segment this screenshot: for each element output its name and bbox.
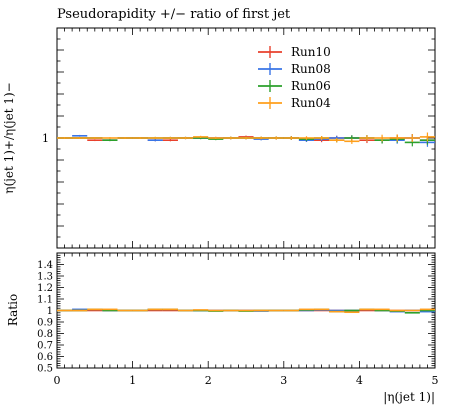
legend-label: Run08 (291, 62, 331, 76)
legend-label: Run10 (291, 45, 331, 59)
ratio-y-tick-label: 1.3 (37, 272, 53, 283)
ratio-series-run04 (57, 308, 435, 314)
ratio-ylabel: Ratio (6, 294, 20, 326)
x-tick-label: 5 (432, 374, 439, 387)
ratio-y-tick-label: 1.1 (37, 295, 53, 306)
chart-title: Pseudorapidity +/− ratio of first jet (57, 7, 291, 22)
ratio-y-tick-label: 0.7 (37, 341, 53, 352)
ratio-y-tick-label: 0.6 (37, 352, 53, 363)
x-axis-label: |η(jet 1)| (383, 390, 435, 404)
main-series-group (57, 132, 435, 147)
legend-label: Run06 (291, 79, 331, 93)
x-tick-label: 0 (54, 374, 61, 387)
main-series-run04 (57, 132, 435, 144)
ratio-y-tick-label: 1 (47, 306, 53, 317)
ratio-y-tick-label: 1.2 (37, 283, 53, 294)
legend: Run10 Run08 Run06 Run04 (258, 45, 331, 110)
ratio-axes: 0.50.60.70.80.911.11.21.31.4 (37, 252, 435, 375)
main-ylabel: η(jet 1)+/η(jet 1)− (2, 82, 16, 193)
ratio-y-tick-label: 0.5 (37, 364, 53, 375)
ratio-y-tick-label: 1.4 (37, 260, 53, 271)
x-tick-label: 2 (205, 374, 212, 387)
ratio-series-group (57, 308, 435, 314)
x-tick-label: 1 (129, 374, 136, 387)
x-tick-label: 4 (356, 374, 363, 387)
x-tick-label: 3 (280, 374, 287, 387)
ratio-y-tick-label: 0.9 (37, 318, 53, 329)
x-axis: 0 1 2 3 4 5 (54, 28, 439, 387)
ratio-y-tick-label: 0.8 (37, 329, 53, 340)
main-y-tick-label: 1 (42, 132, 49, 145)
legend-label: Run04 (291, 96, 331, 110)
